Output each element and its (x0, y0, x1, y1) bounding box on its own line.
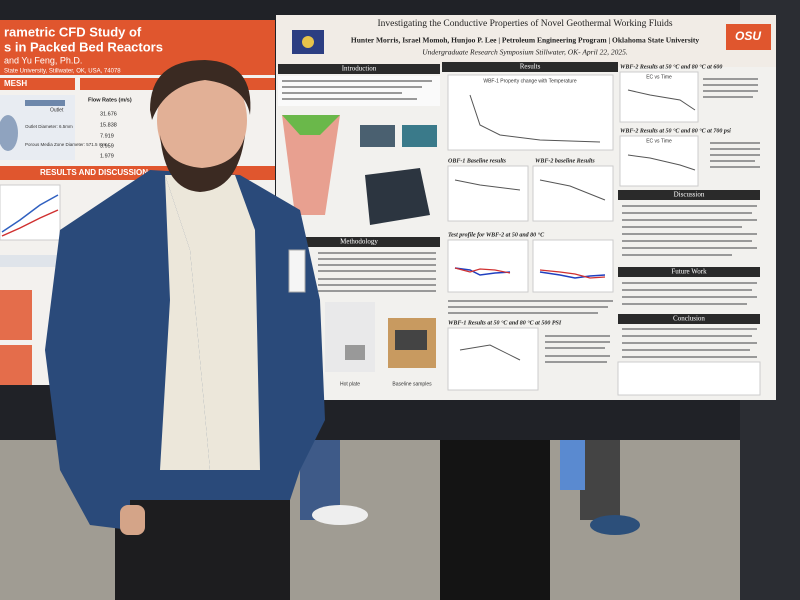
right-poster: OSU Investigating the Conductive Propert… (276, 15, 776, 400)
table-header: Flow Rates (m/s) (88, 97, 132, 103)
poster-authors: Hunter Morris, Israel Momoh, Hunjoo P. L… (351, 36, 699, 45)
table-cell: 1.979 (100, 153, 114, 159)
chart-title: EC vs Time (646, 74, 672, 80)
poster-title: rametric CFD Study of (4, 24, 142, 39)
caption: Hot plate (340, 381, 360, 387)
section-header: Discussion (674, 191, 705, 199)
table-cell: 31.676 (100, 111, 117, 117)
person (45, 60, 325, 600)
poster-title: s in Packed Bed Reactors (4, 39, 163, 54)
poster-affiliation: State University, Stillwater, OK, USA, 7… (4, 69, 121, 75)
section-header: Methodology (340, 238, 378, 246)
label: Outlet Diameter: 6.5mm (25, 124, 73, 129)
subhead: Test profile for WBF-2 at 50 and 80 °C (448, 231, 545, 238)
table-cell: 15.838 (100, 122, 117, 128)
label: Porous Media Zone Diameter: 571.5 mm (25, 142, 107, 147)
table-cell: 7.919 (100, 133, 114, 139)
poster-event: Undergraduate Research Symposium Stillwa… (422, 48, 628, 57)
subhead: WBF-2 Results at 50 °C and 80 °C at 600 (620, 63, 722, 70)
section-header: RESULTS AND DISCUSSION (40, 168, 148, 177)
label: Outlet (50, 107, 64, 113)
chart-title: EC vs Time (646, 138, 672, 144)
section-header: Conclusion (673, 315, 705, 323)
section-header: Introduction (342, 65, 377, 73)
subhead: OBF-1 Baseline results (448, 158, 507, 164)
subhead: WBF-2 Results at 50 °C and 80 °C at 700 … (620, 127, 731, 134)
subhead: WBF-2 baseline Results (535, 158, 595, 164)
poster-authors: and Yu Feng, Ph.D. (4, 55, 82, 65)
poster-title: Investigating the Conductive Properties … (377, 18, 672, 29)
subhead: WBF-1 Results at 50 °C and 80 °C at 500 … (448, 319, 562, 326)
logo: OSU (735, 29, 761, 43)
chart-title: WBF-1 Property change with Temperature (483, 78, 577, 84)
background-people (300, 440, 640, 600)
caption: Baseline samples (392, 381, 432, 387)
section-header: MESH (4, 79, 27, 88)
section-header: Results (520, 63, 541, 71)
table-cell: 3.959 (100, 143, 114, 149)
section-header: Future Work (671, 268, 707, 276)
